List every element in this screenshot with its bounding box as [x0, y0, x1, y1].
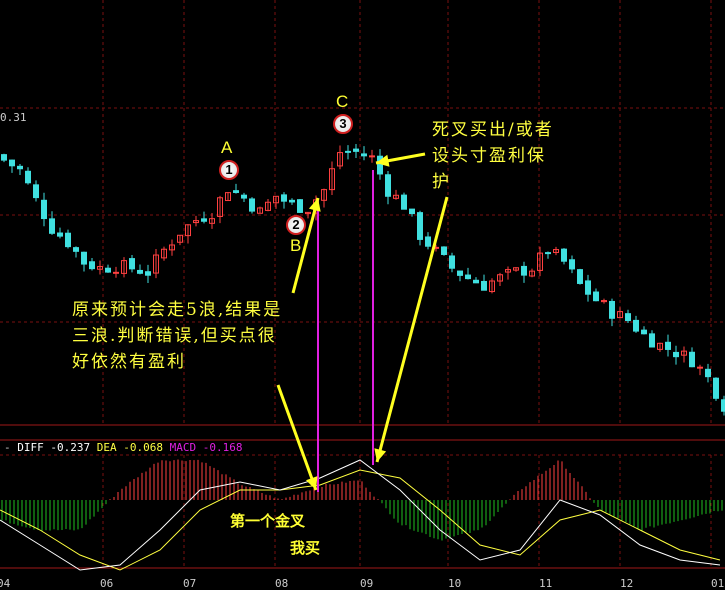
note-right-line: 护: [432, 169, 554, 195]
candle-down: [90, 262, 95, 269]
candle-down: [106, 268, 111, 272]
wave-a-label: A: [221, 138, 232, 158]
candle-down: [474, 280, 479, 283]
candle-down: [34, 185, 39, 198]
candle-down: [578, 270, 583, 284]
candle-down: [418, 213, 423, 240]
golden-cross-label: 第一个金叉: [230, 510, 305, 531]
candle-down: [522, 266, 527, 275]
candle-down: [594, 292, 599, 301]
buy-label: 我买: [290, 537, 320, 558]
note-right-line: 设头寸盈利保: [432, 143, 554, 169]
candle-down: [410, 209, 415, 213]
arrow-to-death-cross: [377, 197, 447, 462]
candle-down: [346, 151, 351, 152]
candle-down: [714, 378, 719, 398]
candle-down: [586, 281, 591, 294]
candle-down: [26, 171, 31, 183]
dea-value: -0.068: [123, 441, 163, 454]
candle-down: [690, 352, 695, 366]
candle-down: [298, 200, 303, 213]
arrow-to-golden-cross-head: [306, 476, 317, 490]
candle-down: [386, 175, 391, 197]
candle-down: [482, 281, 487, 290]
diff-value: -0.237: [50, 441, 90, 454]
candle-down: [146, 272, 151, 276]
candle-down: [82, 252, 87, 264]
candle-down: [642, 330, 647, 334]
candle-down: [546, 253, 551, 254]
candle-down: [666, 342, 671, 349]
candle-down: [674, 352, 679, 356]
macd-header: - DIFF -0.237 DEA -0.068 MACD -0.168: [4, 441, 243, 454]
wave-1-marker: 1: [219, 160, 239, 180]
macd-label: MACD: [170, 441, 197, 454]
candle-down: [610, 301, 615, 318]
candle-down: [130, 259, 135, 269]
candle-down: [74, 248, 79, 252]
candle-down: [722, 400, 725, 411]
candle-down: [650, 334, 655, 347]
candle-down: [562, 249, 567, 261]
wave-3-marker: 3: [333, 114, 353, 134]
candle-down: [402, 195, 407, 209]
candle-down: [66, 233, 71, 246]
candle-down: [450, 256, 455, 268]
candle-down: [2, 155, 7, 160]
candle-down: [10, 160, 15, 166]
macd-value: -0.168: [203, 441, 243, 454]
candle-down: [458, 271, 463, 275]
candle-down: [626, 314, 631, 321]
candle-down: [570, 260, 575, 269]
arrow-to-golden-cross: [278, 385, 316, 490]
note-left: 原来预计会走5浪,结果是 三浪.判断错误,但买点很 好依然有盈利: [72, 297, 282, 375]
candle-down: [362, 154, 367, 156]
candle-down: [18, 166, 23, 168]
note-left-line: 好依然有盈利: [72, 349, 282, 375]
candle-down: [202, 219, 207, 221]
candle-down: [250, 199, 255, 211]
candle-down: [634, 320, 639, 331]
note-right: 死叉买出/或者 设头寸盈利保 护: [432, 117, 554, 195]
diff-label: DIFF: [17, 441, 44, 454]
candle-down: [282, 195, 287, 201]
candle-down: [290, 200, 295, 202]
candle-down: [50, 219, 55, 233]
wave-b-label: B: [290, 236, 301, 256]
candle-down: [234, 191, 239, 193]
dea-label: DEA: [97, 441, 117, 454]
note-left-line: 三浪.判断错误,但买点很: [72, 323, 282, 349]
wave-c-label: C: [336, 92, 348, 112]
price-label: 0.31: [0, 111, 27, 124]
candle-down: [58, 233, 63, 236]
candle-down: [466, 275, 471, 279]
candle-down: [42, 200, 47, 218]
candle-down: [442, 247, 447, 255]
candle-down: [138, 270, 143, 273]
candle-down: [426, 237, 431, 246]
candle-up: [698, 367, 703, 368]
candle-down: [706, 369, 711, 376]
candle-down: [242, 195, 247, 198]
candle-up: [370, 156, 375, 157]
dash: -: [4, 441, 11, 454]
candle-up: [114, 272, 119, 273]
note-right-line: 死叉买出/或者: [432, 117, 554, 143]
wave-2-marker: 2: [286, 215, 306, 235]
candle-down: [354, 149, 359, 151]
note-left-line: 原来预计会走5浪,结果是: [72, 297, 282, 323]
